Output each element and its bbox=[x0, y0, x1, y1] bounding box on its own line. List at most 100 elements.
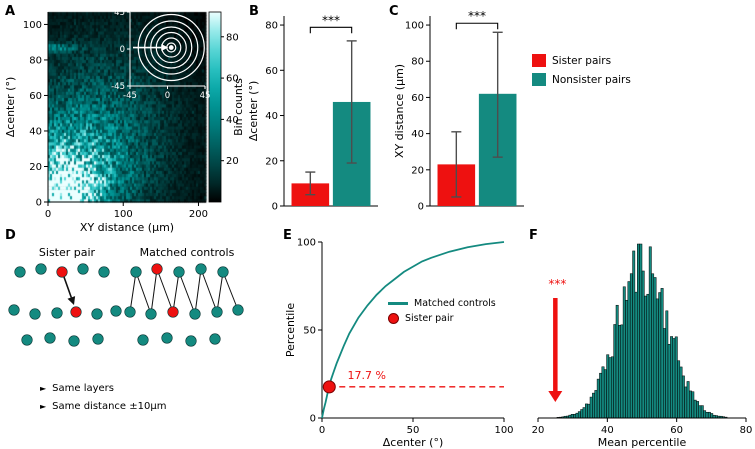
neuron-dot bbox=[185, 335, 197, 347]
x-tick-label: 40 bbox=[601, 425, 614, 436]
x-tick-label: 0 bbox=[45, 209, 51, 220]
hist-bar bbox=[696, 401, 699, 419]
neuron-dot bbox=[124, 306, 136, 318]
neuron-dot bbox=[217, 266, 229, 278]
neuron-dot bbox=[110, 305, 122, 317]
inset-x-tick-label: -45 bbox=[123, 91, 137, 101]
y-tick-label: 20 bbox=[411, 165, 424, 176]
hist-bar bbox=[691, 391, 695, 419]
hist-bar bbox=[592, 392, 595, 419]
hist-bar bbox=[613, 324, 617, 419]
panel-label-f: F bbox=[529, 228, 538, 243]
hist-bar bbox=[672, 338, 676, 419]
neuron-dot bbox=[35, 263, 47, 275]
hist-bar bbox=[674, 336, 678, 419]
panel-c-svg: 0 20 40 60 80 100 XY distance (μm) *** bbox=[393, 9, 524, 213]
neuron-dot bbox=[29, 308, 41, 320]
panel-f-svg: 20 40 60 80 Mean percentile *** bbox=[532, 243, 753, 449]
colorbar-tick-label: 80 bbox=[226, 32, 239, 43]
sister-arrow-head bbox=[67, 296, 76, 305]
neuron-dot bbox=[8, 304, 20, 316]
sister-arrow-shaft bbox=[63, 276, 73, 298]
colorbar-tick-label: 60 bbox=[226, 74, 239, 85]
sister-neuron-dot bbox=[151, 263, 163, 275]
x-tick-label: 100 bbox=[494, 425, 513, 436]
match-link bbox=[150, 268, 158, 315]
colorbar-tick-label: 20 bbox=[226, 156, 239, 167]
hist-bar bbox=[570, 414, 574, 419]
hist-bar bbox=[670, 336, 673, 419]
panel-label-c: C bbox=[389, 4, 399, 19]
y-tick-label: 0 bbox=[418, 202, 424, 213]
y-tick-label: 20 bbox=[265, 156, 278, 167]
hist-bar bbox=[686, 381, 690, 419]
inset-y-tick-label: 45 bbox=[114, 8, 125, 18]
hist-bar bbox=[684, 386, 688, 419]
colorbar bbox=[208, 11, 222, 203]
panel-b-svg: 0 20 40 60 80 Δcenter (°) *** bbox=[247, 13, 378, 213]
x-tick-label: 200 bbox=[189, 209, 208, 220]
y-tick-label: 0 bbox=[36, 198, 42, 209]
neuron-dot bbox=[92, 333, 104, 345]
hist-bar bbox=[651, 273, 655, 419]
hist-bar bbox=[634, 291, 638, 419]
matched-controls-label: Matched controls bbox=[414, 298, 496, 309]
matched-controls-line-swatch bbox=[388, 302, 408, 305]
match-link bbox=[135, 271, 152, 315]
hist-bar bbox=[596, 378, 600, 419]
hist-bar bbox=[703, 410, 707, 419]
neuron-dot bbox=[130, 266, 142, 278]
y-axis-label: XY distance (μm) bbox=[393, 64, 406, 158]
hist-bar bbox=[665, 310, 669, 419]
cdf-legend: Matched controls Sister pair bbox=[388, 298, 496, 330]
neuron-dot bbox=[44, 332, 56, 344]
panel-a-heatmap: 0 20 40 60 80 100 0 100 200 Δcenter (°) XY distanc… bbox=[0, 0, 248, 240]
nonsister-pairs-label: Nonsister pairs bbox=[552, 73, 631, 86]
neuron-dot bbox=[91, 308, 103, 320]
y-tick-label: 0 bbox=[310, 414, 316, 425]
neuron-dot bbox=[137, 334, 149, 346]
bullet-icon: ► bbox=[40, 383, 47, 393]
neuron-dot bbox=[68, 335, 80, 347]
neuron-dot bbox=[145, 308, 157, 320]
y-axis-label: Δcenter (°) bbox=[4, 77, 17, 138]
x-axis-label: Mean percentile bbox=[598, 436, 687, 449]
x-tick-label: 50 bbox=[407, 425, 420, 436]
hist-bar bbox=[577, 411, 581, 419]
neuron-dot bbox=[14, 266, 26, 278]
legend-row-matched-controls: Matched controls bbox=[388, 298, 496, 309]
y-tick-label: 100 bbox=[405, 21, 424, 32]
x-axis-label: Δcenter (°) bbox=[383, 436, 444, 449]
nonsister-pairs-swatch bbox=[532, 73, 546, 86]
panel-d-diagram: Sister pair Matched controls ► Same laye… bbox=[0, 226, 280, 449]
panel-f-histogram: 20 40 60 80 Mean percentile *** bbox=[528, 226, 755, 449]
bullet-text-layers: Same layers bbox=[52, 383, 115, 394]
hist-bar bbox=[625, 299, 629, 419]
panel-e-cdf: 0 50 100 0 50 100 Δcenter (°) Percentile 17.7 % … bbox=[280, 226, 528, 449]
sister-pair-marker bbox=[322, 380, 336, 394]
hist-bar bbox=[611, 356, 614, 419]
x-tick-label: 80 bbox=[740, 425, 753, 436]
hist-bar bbox=[573, 413, 577, 419]
hist-bar bbox=[681, 375, 685, 419]
significance-stars: *** bbox=[548, 277, 566, 291]
y-tick-label: 80 bbox=[29, 55, 42, 66]
neuron-dot bbox=[98, 266, 110, 278]
inset-x-tick-label: 45 bbox=[200, 91, 211, 101]
hist-bar bbox=[667, 344, 671, 419]
sister-pair-label: Sister pair bbox=[405, 313, 454, 324]
match-link bbox=[178, 271, 196, 315]
sister-neuron-dot bbox=[56, 266, 68, 278]
sister-pair-title: Sister pair bbox=[38, 246, 96, 259]
match-link bbox=[200, 268, 218, 313]
hist-bar bbox=[658, 292, 662, 419]
inset-x-tick-label: 0 bbox=[165, 91, 170, 101]
neuron-dot bbox=[209, 333, 221, 345]
hist-bar bbox=[644, 295, 647, 419]
hist-bar bbox=[648, 246, 652, 419]
hist-bar bbox=[698, 405, 702, 419]
y-tick-label: 100 bbox=[297, 238, 316, 249]
hist-bar bbox=[580, 409, 584, 419]
hist-bar bbox=[629, 273, 633, 419]
